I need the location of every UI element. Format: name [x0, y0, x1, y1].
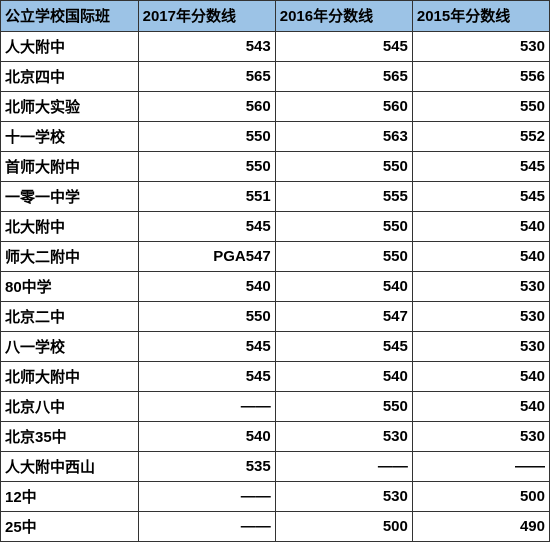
table-row: 首师大附中550550545 [1, 151, 550, 181]
score-cell: —— [138, 511, 275, 541]
score-cell: 545 [412, 151, 549, 181]
table-row: 12中——530500 [1, 481, 550, 511]
score-cell: 547 [275, 301, 412, 331]
score-cell: 565 [138, 61, 275, 91]
school-name-cell: 北京八中 [1, 391, 138, 421]
score-cell: 550 [138, 151, 275, 181]
score-cell: 545 [275, 31, 412, 61]
score-cell: 560 [275, 91, 412, 121]
score-cell: 540 [138, 421, 275, 451]
school-name-cell: 师大二附中 [1, 241, 138, 271]
col-header-0: 公立学校国际班 [1, 1, 138, 31]
table-row: 师大二附中PGA547550540 [1, 241, 550, 271]
score-cell: —— [138, 391, 275, 421]
school-name-cell: 80中学 [1, 271, 138, 301]
score-cell: 543 [138, 31, 275, 61]
table-row: 一零一中学551555545 [1, 181, 550, 211]
table-row: 北京四中565565556 [1, 61, 550, 91]
score-cell: 530 [412, 271, 549, 301]
school-name-cell: 十一学校 [1, 121, 138, 151]
school-name-cell: 北京二中 [1, 301, 138, 331]
school-name-cell: 北师大实验 [1, 91, 138, 121]
score-cell: 552 [412, 121, 549, 151]
table-row: 25中——500490 [1, 511, 550, 541]
school-name-cell: 北师大附中 [1, 361, 138, 391]
school-name-cell: 一零一中学 [1, 181, 138, 211]
score-cell: —— [412, 451, 549, 481]
table-row: 北师大实验560560550 [1, 91, 550, 121]
score-cell: 545 [138, 361, 275, 391]
score-table: 公立学校国际班2017年分数线2016年分数线2015年分数线 人大附中5435… [1, 1, 550, 542]
score-cell: 540 [412, 211, 549, 241]
score-cell: 545 [412, 181, 549, 211]
score-cell: 540 [412, 391, 549, 421]
table-row: 80中学540540530 [1, 271, 550, 301]
score-cell: 550 [275, 241, 412, 271]
score-cell: 530 [275, 481, 412, 511]
school-name-cell: 人大附中 [1, 31, 138, 61]
score-cell: 550 [275, 391, 412, 421]
table-row: 北京35中540530530 [1, 421, 550, 451]
score-cell: 551 [138, 181, 275, 211]
score-cell: 530 [412, 331, 549, 361]
table-body: 人大附中543545530北京四中565565556北师大实验560560550… [1, 31, 550, 541]
score-cell: 545 [138, 211, 275, 241]
score-cell: 550 [275, 151, 412, 181]
score-cell: 560 [138, 91, 275, 121]
school-name-cell: 北京四中 [1, 61, 138, 91]
col-header-2: 2016年分数线 [275, 1, 412, 31]
table-row: 人大附中543545530 [1, 31, 550, 61]
score-cell: 565 [275, 61, 412, 91]
score-cell: 545 [138, 331, 275, 361]
score-cell: 545 [275, 331, 412, 361]
table-row: 北大附中545550540 [1, 211, 550, 241]
school-name-cell: 人大附中西山 [1, 451, 138, 481]
score-cell: 500 [412, 481, 549, 511]
school-name-cell: 12中 [1, 481, 138, 511]
score-cell: 540 [275, 361, 412, 391]
score-cell: 530 [275, 421, 412, 451]
school-name-cell: 北大附中 [1, 211, 138, 241]
school-name-cell: 八一学校 [1, 331, 138, 361]
score-cell: 550 [412, 91, 549, 121]
table-row: 八一学校545545530 [1, 331, 550, 361]
score-cell: 490 [412, 511, 549, 541]
score-cell: 563 [275, 121, 412, 151]
score-cell: 540 [138, 271, 275, 301]
score-cell: 530 [412, 31, 549, 61]
score-cell: 500 [275, 511, 412, 541]
score-cell: —— [275, 451, 412, 481]
score-cell: 530 [412, 421, 549, 451]
table-row: 十一学校550563552 [1, 121, 550, 151]
score-table-container: 公立学校国际班2017年分数线2016年分数线2015年分数线 人大附中5435… [0, 0, 550, 542]
score-cell: 530 [412, 301, 549, 331]
score-cell: 550 [275, 211, 412, 241]
score-cell: —— [138, 481, 275, 511]
score-cell: 540 [275, 271, 412, 301]
score-cell: PGA547 [138, 241, 275, 271]
table-row: 北师大附中545540540 [1, 361, 550, 391]
col-header-3: 2015年分数线 [412, 1, 549, 31]
score-cell: 540 [412, 241, 549, 271]
table-row: 人大附中西山535———— [1, 451, 550, 481]
col-header-1: 2017年分数线 [138, 1, 275, 31]
table-row: 北京二中550547530 [1, 301, 550, 331]
table-row: 北京八中——550540 [1, 391, 550, 421]
school-name-cell: 25中 [1, 511, 138, 541]
score-cell: 540 [412, 361, 549, 391]
table-header-row: 公立学校国际班2017年分数线2016年分数线2015年分数线 [1, 1, 550, 31]
score-cell: 550 [138, 301, 275, 331]
school-name-cell: 首师大附中 [1, 151, 138, 181]
score-cell: 556 [412, 61, 549, 91]
score-cell: 535 [138, 451, 275, 481]
score-cell: 555 [275, 181, 412, 211]
score-cell: 550 [138, 121, 275, 151]
school-name-cell: 北京35中 [1, 421, 138, 451]
